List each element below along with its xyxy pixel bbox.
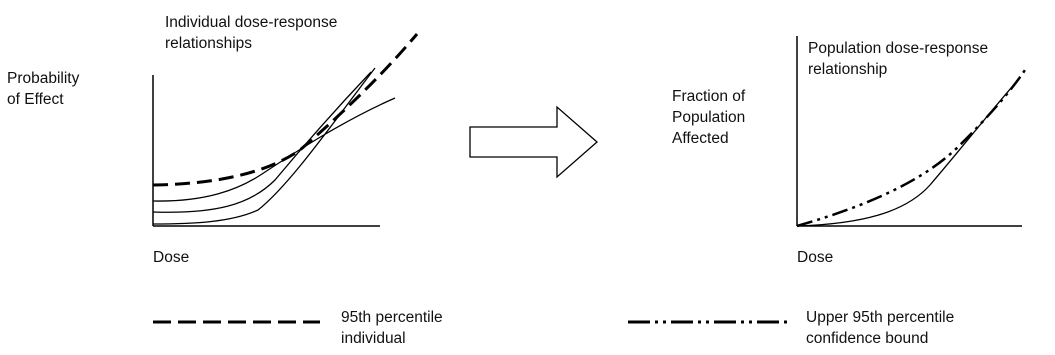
right-x-axis-label: Dose <box>797 249 834 266</box>
individual-curves <box>152 67 396 225</box>
right-y-axis-label: Fraction of Population Affected <box>672 88 746 147</box>
dashed-95th-percentile-curve <box>152 33 419 187</box>
left-y-axis-label: Probability of Effect <box>7 70 80 108</box>
legend-dashed-label: 95th percentile individual <box>341 309 443 347</box>
big-arrow-right-icon <box>469 105 598 179</box>
left-x-axis-label: Dose <box>153 249 190 266</box>
individual-curve-1 <box>152 97 396 202</box>
right-panel-title: Population dose-response relationship <box>808 40 989 78</box>
left-panel-title: Individual dose-response relationships <box>165 14 338 52</box>
dashdot-confidence-bound-curve <box>796 69 1027 228</box>
individual-curve-3 <box>152 67 376 225</box>
right-axes <box>796 36 1022 227</box>
population-dose-response-curve <box>796 79 1019 227</box>
left-axes <box>152 75 380 227</box>
legend-dashdot-label: Upper 95th percentile confidence bound <box>806 309 955 347</box>
individual-curve-2 <box>152 71 372 213</box>
